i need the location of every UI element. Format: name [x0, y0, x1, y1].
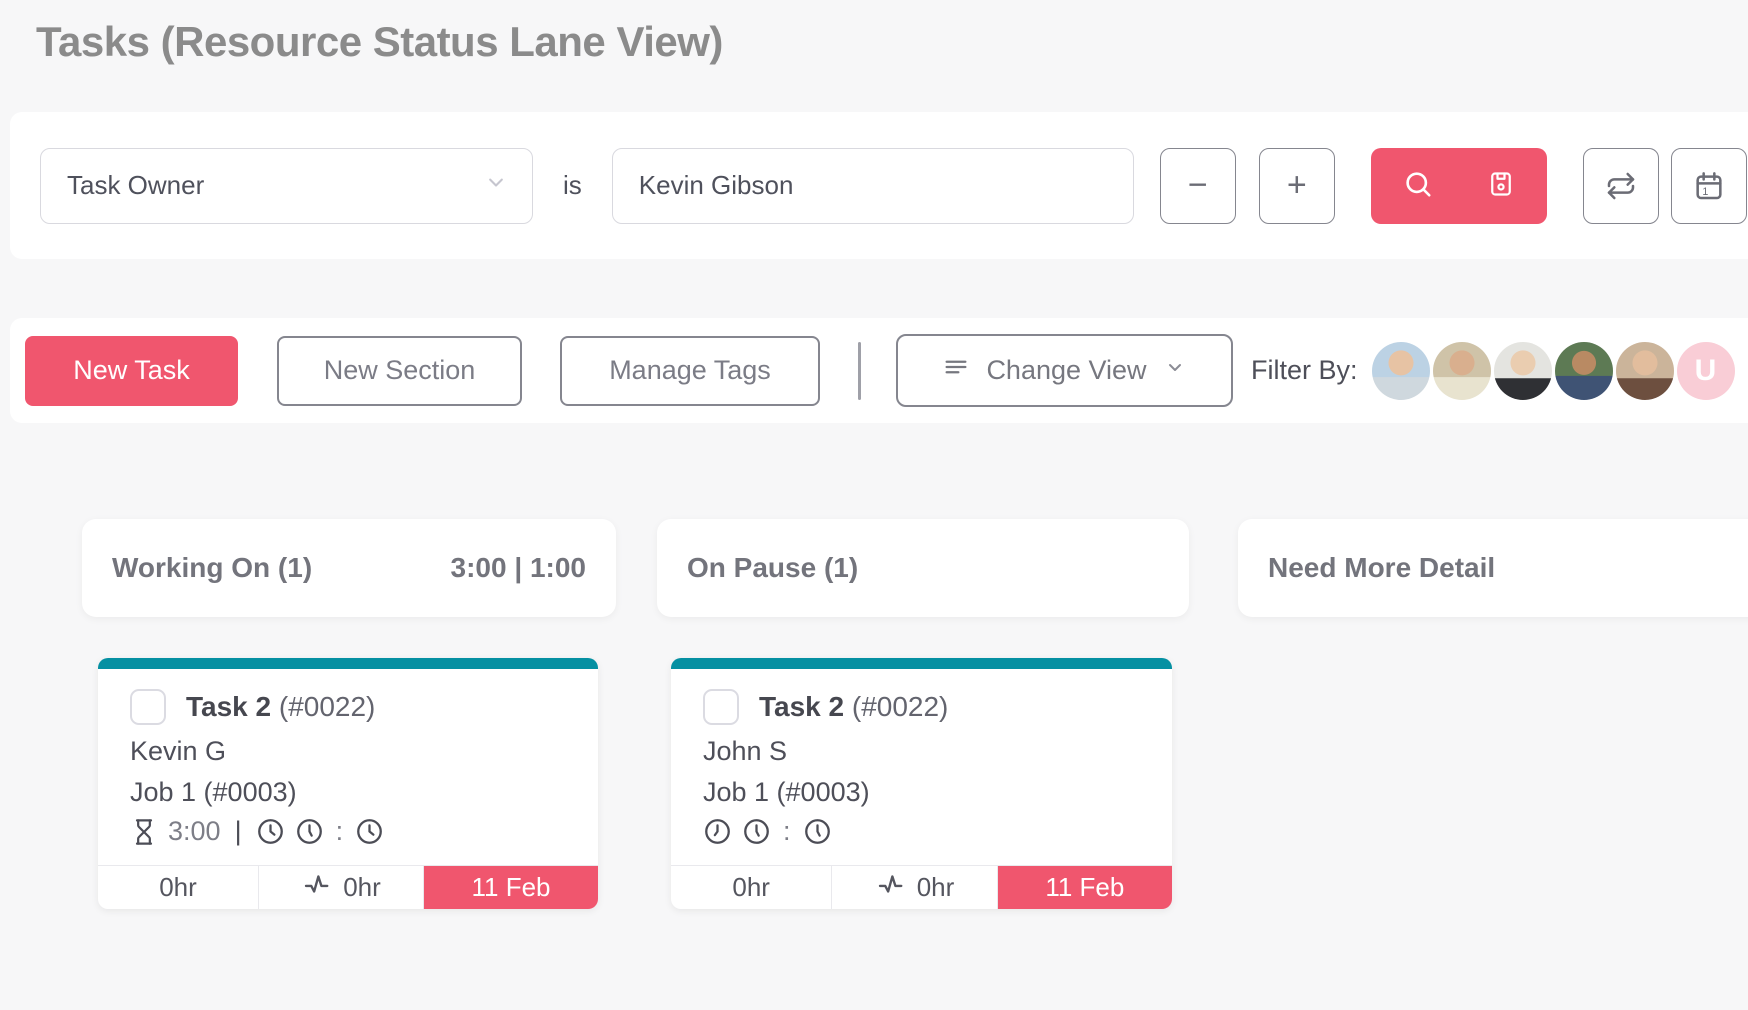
manage-tags-button[interactable]: Manage Tags	[560, 335, 820, 406]
avatar[interactable]	[1432, 341, 1491, 400]
change-view-label: Change View	[986, 355, 1147, 385]
save-icon	[1487, 170, 1515, 201]
field-select-value: Task Owner	[67, 170, 205, 200]
task-job: Job 1 (#0003)	[130, 777, 297, 807]
task-title: Task 2 (#0022)	[186, 691, 375, 723]
task-name: Task 2	[186, 691, 272, 722]
task-ref: (#0022)	[278, 691, 376, 722]
hours-logged: 0hr	[732, 872, 770, 902]
hours-activity-value: 0hr	[343, 872, 381, 902]
operator-label: is	[563, 170, 582, 200]
colon-separator: :	[783, 816, 791, 846]
search-button[interactable]	[1370, 147, 1547, 224]
lane-title: On Pause (1)	[687, 552, 859, 583]
field-select[interactable]: Task Owner	[40, 147, 533, 224]
card-footer: 0hr 0hr 11 Feb	[671, 865, 1172, 909]
calendar-icon: 1	[1693, 170, 1725, 202]
refresh-icon	[1605, 170, 1637, 202]
filter-by-label: Filter By:	[1251, 355, 1358, 385]
new-task-button[interactable]: New Task	[25, 335, 238, 406]
lane-title: Need More Detail	[1268, 552, 1496, 583]
add-filter-button[interactable]: +	[1258, 147, 1335, 224]
colon-separator: :	[335, 816, 344, 846]
clock-icon[interactable]	[703, 817, 732, 846]
lane-header-on-pause[interactable]: On Pause (1)	[657, 519, 1189, 617]
hours-logged: 0hr	[159, 872, 197, 902]
task-owner: John S	[703, 736, 788, 766]
menu-lines-icon	[942, 353, 970, 388]
pulse-icon	[875, 869, 905, 906]
due-date-badge[interactable]: 11 Feb	[996, 866, 1172, 909]
lane-title: Working On (1)	[112, 552, 313, 583]
hours-activity-value: 0hr	[916, 872, 955, 902]
hours-activity: 0hr	[831, 866, 996, 909]
clock-icon[interactable]	[295, 817, 324, 846]
task-time-row: :	[703, 816, 1152, 847]
task-owner: Kevin G	[130, 736, 227, 766]
action-bar: New Task New Section Manage Tags Change …	[10, 318, 1748, 423]
chevron-down-icon	[1163, 355, 1187, 386]
pulse-icon	[301, 869, 331, 906]
task-name: Task 2	[759, 691, 845, 722]
task-checkbox[interactable]	[703, 689, 739, 725]
filter-avatars: U	[1371, 341, 1735, 400]
task-ref: (#0022)	[851, 691, 949, 722]
card-status-bar	[671, 658, 1172, 669]
hourglass-icon	[130, 818, 158, 846]
due-date-badge[interactable]: 11 Feb	[423, 866, 598, 909]
avatar[interactable]	[1554, 341, 1613, 400]
task-title: Task 2 (#0022)	[759, 691, 948, 723]
task-card[interactable]: Task 2 (#0022) Kevin G Job 1 (#0003) 3:0…	[98, 658, 598, 909]
lane-time-summary: 3:00 | 1:00	[450, 552, 586, 583]
divider: |	[234, 816, 242, 846]
card-body: Task 2 (#0022) Kevin G Job 1 (#0003) 3:0…	[98, 669, 598, 865]
filter-value-input[interactable]	[611, 147, 1134, 224]
toolbar-divider	[858, 341, 861, 400]
task-time-row: 3:00 | :	[130, 816, 578, 847]
chevron-down-icon	[482, 168, 510, 203]
new-section-button[interactable]: New Section	[277, 335, 522, 406]
hours-activity: 0hr	[258, 866, 423, 909]
clock-icon[interactable]	[256, 817, 285, 846]
remove-filter-button[interactable]: −	[1159, 147, 1236, 224]
lane-header-need-more-detail[interactable]: Need More Detail	[1238, 519, 1748, 617]
lane-header-working-on[interactable]: Working On (1) 3:00 | 1:00	[82, 519, 616, 617]
clock-icon[interactable]	[742, 817, 771, 846]
avatar[interactable]	[1615, 341, 1674, 400]
page-title: Tasks (Resource Status Lane View)	[36, 18, 723, 65]
calendar-button[interactable]: 1	[1670, 147, 1747, 224]
clock-icon[interactable]	[355, 817, 384, 846]
task-estimate: 3:00	[168, 816, 221, 846]
task-checkbox[interactable]	[130, 689, 166, 725]
card-status-bar	[98, 658, 598, 669]
clock-icon[interactable]	[803, 817, 832, 846]
refresh-button[interactable]	[1582, 147, 1659, 224]
avatar[interactable]	[1493, 341, 1552, 400]
task-card[interactable]: Task 2 (#0022) John S Job 1 (#0003) : 0h…	[671, 658, 1172, 909]
card-footer: 0hr 0hr 11 Feb	[98, 865, 598, 909]
search-icon	[1403, 169, 1433, 202]
filter-panel: Task Owner is − + 1	[10, 112, 1748, 259]
calendar-day-label: 1	[1702, 185, 1708, 197]
avatar[interactable]	[1371, 341, 1430, 400]
card-body: Task 2 (#0022) John S Job 1 (#0003) :	[671, 669, 1172, 865]
change-view-button[interactable]: Change View	[896, 334, 1233, 407]
avatar-overflow[interactable]: U	[1676, 341, 1735, 400]
task-job: Job 1 (#0003)	[703, 777, 870, 807]
